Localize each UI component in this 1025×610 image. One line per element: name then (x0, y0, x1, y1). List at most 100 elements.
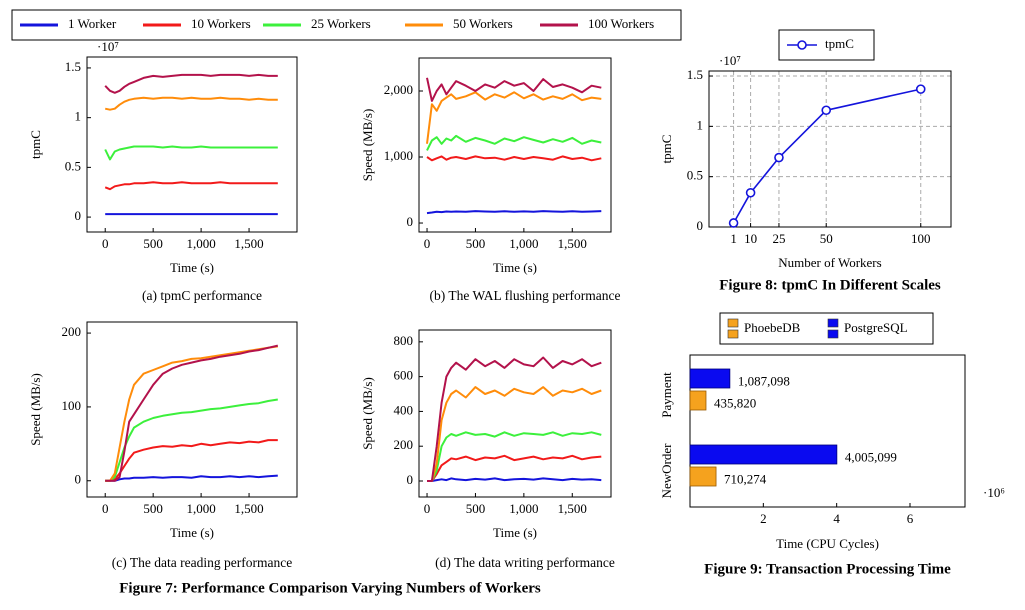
x-tick-label: 4 (833, 511, 840, 526)
plot-frame (708, 70, 952, 228)
y-tick-label: 1 (697, 117, 704, 132)
legend-label: PhoebeDB (744, 320, 801, 335)
series-line (426, 210, 602, 215)
x-tick-label: 25 (772, 231, 785, 246)
y-axis-label: tpmC (28, 130, 43, 159)
x-tick-label: 0 (102, 236, 109, 251)
series-line (105, 398, 278, 482)
y-tick-label: 0 (75, 208, 82, 223)
x-tick-label: 0 (424, 236, 431, 251)
legend-box (719, 312, 934, 345)
y-tick-label: NewOrder (659, 443, 674, 499)
x-tick-label: 1,000 (509, 236, 538, 251)
y-tick-label: 200 (62, 324, 82, 339)
series-line (426, 91, 602, 144)
x-axis-label: Time (s) (493, 260, 537, 275)
x-tick-label: 1,000 (186, 236, 215, 251)
y-tick-label: 400 (394, 402, 414, 417)
x-tick-label: 500 (466, 236, 486, 251)
value-label: 435,820 (714, 395, 756, 410)
y-tick-label: 1.5 (687, 67, 703, 82)
figure-caption: Figure 8: tpmC In Different Scales (719, 277, 941, 293)
subfigure-caption: (b) The WAL flushing performance (430, 288, 621, 303)
x-axis-label: Number of Workers (778, 255, 881, 270)
y-tick-label: 0 (407, 214, 414, 229)
y-tick-label: 1,000 (384, 148, 413, 163)
series-line (427, 431, 602, 482)
series-line (105, 344, 279, 482)
point-marker (821, 105, 832, 116)
x-tick-label: 500 (143, 501, 163, 516)
x-axis-label: Time (s) (170, 525, 214, 540)
subfigure-caption: (c) The data reading performance (112, 555, 292, 570)
legend-label: 100 Workers (588, 16, 654, 31)
series-line (104, 96, 278, 111)
y-tick-label: 100 (62, 398, 82, 413)
plot-frame (418, 57, 612, 233)
legend-label: 25 Workers (311, 16, 371, 31)
x-tick-label: 1,500 (234, 501, 263, 516)
series-line (105, 439, 278, 482)
x-axis-label: Time (CPU Cycles) (776, 536, 879, 551)
plot-frame (86, 56, 298, 233)
series-line (104, 181, 278, 191)
x-axis-label: Time (s) (170, 260, 214, 275)
series-line (427, 386, 602, 482)
plot-frame (86, 321, 298, 498)
y-axis-label: Speed (MB/s) (360, 377, 375, 450)
legend-label: tpmC (825, 36, 854, 51)
value-label: 710,274 (724, 471, 767, 486)
series-line (426, 134, 602, 151)
x-tick-label: 1,000 (509, 501, 538, 516)
value-label: 1,087,098 (738, 373, 790, 388)
series-line (426, 155, 602, 162)
y-tick-label: 2,000 (384, 82, 413, 97)
series-line (104, 73, 278, 94)
y-axis-label: Speed (MB/s) (28, 373, 43, 446)
x-tick-label: 500 (143, 236, 163, 251)
y-tick-label: 800 (394, 333, 414, 348)
y-tick-label: 0.5 (65, 158, 81, 173)
x-tick-label: 1,500 (558, 501, 587, 516)
legend-swatch (827, 318, 839, 328)
series-line (426, 77, 602, 102)
series-line (105, 345, 278, 482)
legend-swatch (827, 329, 839, 339)
y-tick-label: 0 (407, 472, 414, 487)
bar (689, 368, 731, 389)
x-tick-label: 500 (466, 501, 486, 516)
x-tick-label: 1,500 (558, 236, 587, 251)
point-marker (728, 218, 739, 228)
legend-label: PostgreSQL (844, 320, 908, 335)
series-line (427, 454, 602, 482)
figure-caption: Figure 9: Transaction Processing Time (704, 561, 951, 577)
y-tick-label: 0 (75, 472, 82, 487)
x-tick-label: 1,500 (234, 236, 263, 251)
x-tick-label: 6 (907, 511, 914, 526)
legend-label: 50 Workers (453, 16, 513, 31)
legend-swatch (727, 329, 739, 339)
y-tick-label: 600 (394, 368, 414, 383)
x-tick-label: 100 (911, 231, 931, 246)
x-tick-label: 0 (102, 501, 109, 516)
y-scale-label: ·10⁷ (97, 39, 119, 54)
bar (689, 444, 838, 465)
y-axis-label: tpmC (659, 135, 674, 164)
y-tick-label: 0.5 (687, 168, 703, 183)
y-tick-label: Payment (659, 372, 674, 418)
point-marker (745, 187, 756, 198)
x-scale-label: ·10⁶ (983, 485, 1005, 500)
series-line (104, 145, 278, 161)
y-scale-label: ·10⁷ (719, 53, 741, 68)
x-tick-label: 1 (730, 231, 737, 246)
bar (689, 390, 707, 411)
x-tick-label: 2 (760, 511, 767, 526)
series-line (105, 474, 278, 482)
legend-label: 1 Worker (68, 16, 117, 31)
legend-swatch (727, 318, 739, 328)
x-tick-label: 0 (424, 501, 431, 516)
legend-label: 10 Workers (191, 16, 251, 31)
x-tick-label: 1,000 (186, 501, 215, 516)
legend-marker (797, 40, 807, 50)
point-marker (774, 152, 784, 163)
